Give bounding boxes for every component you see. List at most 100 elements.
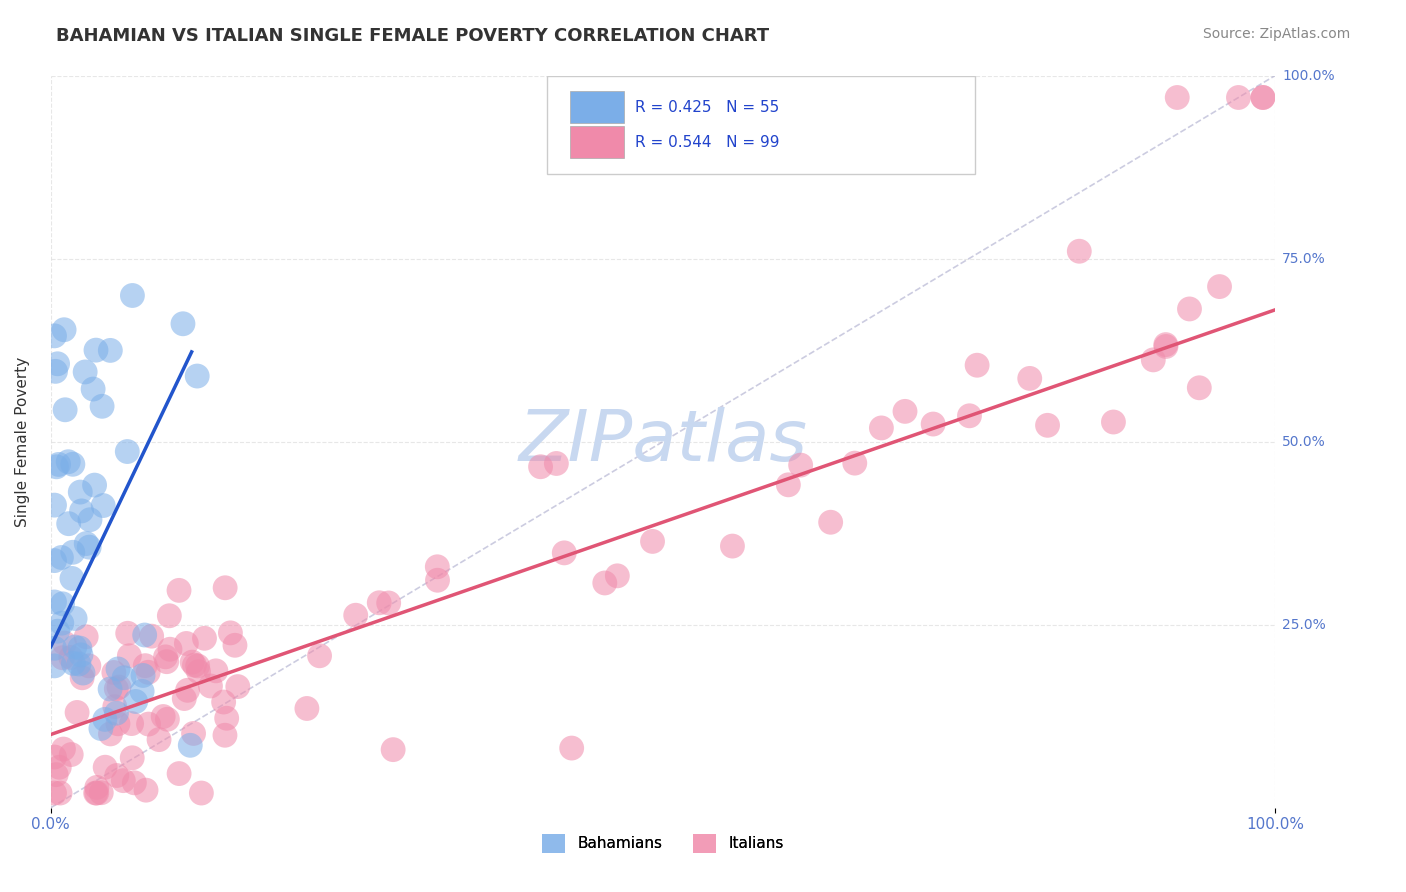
Point	[308, 648, 330, 663]
Point	[75, 365, 97, 379]
Point	[155, 649, 177, 664]
Point	[62, 545, 84, 559]
Point	[46, 624, 69, 639]
Point	[121, 716, 143, 731]
Text: R = 0.544   N = 99: R = 0.544 N = 99	[636, 135, 779, 150]
Point	[46, 357, 69, 371]
Point	[45, 459, 67, 474]
Text: 25.0%: 25.0%	[1282, 617, 1326, 632]
Point	[561, 741, 583, 756]
Point	[183, 658, 205, 673]
Point	[59, 650, 82, 665]
Point	[1166, 90, 1188, 104]
Point	[51, 616, 73, 631]
Point	[1251, 90, 1274, 104]
Point	[69, 641, 91, 656]
Point	[84, 343, 107, 358]
Point	[86, 786, 108, 800]
Point	[138, 717, 160, 731]
Point	[90, 786, 112, 800]
Point	[105, 681, 128, 696]
Point	[124, 694, 146, 708]
Point	[44, 595, 66, 609]
Point	[148, 732, 170, 747]
Point	[181, 655, 204, 669]
Point	[870, 421, 893, 435]
Point	[134, 628, 156, 642]
Point	[132, 668, 155, 682]
Point	[205, 664, 228, 678]
Point	[1251, 90, 1274, 104]
Point	[820, 515, 842, 529]
Point	[75, 536, 97, 550]
Point	[226, 680, 249, 694]
Point	[368, 596, 391, 610]
Point	[124, 776, 146, 790]
Point	[44, 786, 66, 800]
Point	[187, 659, 209, 673]
Point	[45, 767, 67, 781]
Text: Source: ZipAtlas.com: Source: ZipAtlas.com	[1202, 27, 1350, 41]
Point	[58, 455, 80, 469]
Y-axis label: Single Female Poverty: Single Female Poverty	[15, 357, 30, 526]
Text: ZIPatlas: ZIPatlas	[519, 407, 807, 476]
Point	[53, 636, 76, 650]
Point	[546, 457, 568, 471]
Point	[186, 369, 208, 384]
Point	[94, 713, 117, 727]
Point	[94, 760, 117, 774]
Point	[295, 701, 318, 715]
Point	[778, 478, 800, 492]
Point	[62, 657, 84, 671]
Point	[91, 499, 114, 513]
Text: 50.0%: 50.0%	[1282, 434, 1326, 449]
Point	[141, 629, 163, 643]
Point	[63, 611, 86, 625]
Point	[190, 786, 212, 800]
Point	[84, 786, 107, 800]
Point	[112, 671, 135, 685]
Point	[179, 739, 201, 753]
Point	[79, 513, 101, 527]
Point	[44, 553, 66, 567]
Point	[187, 665, 209, 679]
Point	[152, 709, 174, 723]
Point	[219, 625, 242, 640]
Point	[1188, 381, 1211, 395]
Point	[91, 399, 114, 413]
Point	[156, 712, 179, 726]
Point	[70, 504, 93, 518]
Point	[49, 786, 72, 800]
Point	[70, 648, 93, 662]
Point	[959, 409, 981, 423]
Point	[721, 539, 744, 553]
Point	[894, 404, 917, 418]
Point	[1227, 90, 1250, 104]
Point	[117, 444, 139, 458]
Point	[69, 485, 91, 500]
Point	[51, 550, 73, 565]
Point	[215, 711, 238, 725]
Point	[183, 726, 205, 740]
Text: R = 0.425   N = 55: R = 0.425 N = 55	[636, 100, 779, 114]
Point	[44, 364, 66, 378]
Point	[1036, 418, 1059, 433]
Point	[1102, 415, 1125, 429]
Point	[172, 317, 194, 331]
Point	[1178, 301, 1201, 316]
Point	[77, 540, 100, 554]
Point	[107, 662, 129, 676]
Point	[48, 760, 70, 774]
Point	[90, 722, 112, 736]
Point	[377, 596, 399, 610]
Point	[1154, 337, 1177, 351]
Point	[641, 534, 664, 549]
Point	[553, 546, 575, 560]
Point	[1154, 339, 1177, 353]
Point	[1018, 371, 1040, 385]
Point	[44, 329, 66, 343]
Point	[53, 323, 76, 337]
Point	[426, 559, 449, 574]
Point	[44, 641, 66, 656]
Point	[200, 679, 222, 693]
